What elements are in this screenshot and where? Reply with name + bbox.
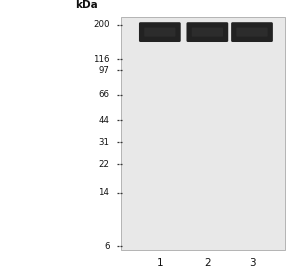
FancyBboxPatch shape [236, 28, 268, 37]
Text: 1: 1 [156, 258, 163, 268]
Text: 22: 22 [98, 160, 109, 169]
Text: kDa: kDa [75, 0, 98, 10]
FancyBboxPatch shape [187, 22, 228, 42]
FancyBboxPatch shape [144, 28, 175, 37]
FancyBboxPatch shape [139, 22, 181, 42]
FancyBboxPatch shape [121, 16, 285, 250]
FancyBboxPatch shape [231, 22, 273, 42]
Text: 2: 2 [204, 258, 211, 268]
Text: 97: 97 [98, 66, 109, 75]
Text: 116: 116 [93, 55, 109, 64]
Text: 31: 31 [98, 138, 109, 147]
Text: 6: 6 [104, 242, 109, 251]
Text: 200: 200 [93, 20, 109, 29]
Text: 14: 14 [98, 188, 109, 197]
Text: 44: 44 [98, 116, 109, 125]
Text: 3: 3 [249, 258, 255, 268]
FancyBboxPatch shape [192, 28, 223, 37]
Text: 66: 66 [98, 90, 109, 99]
